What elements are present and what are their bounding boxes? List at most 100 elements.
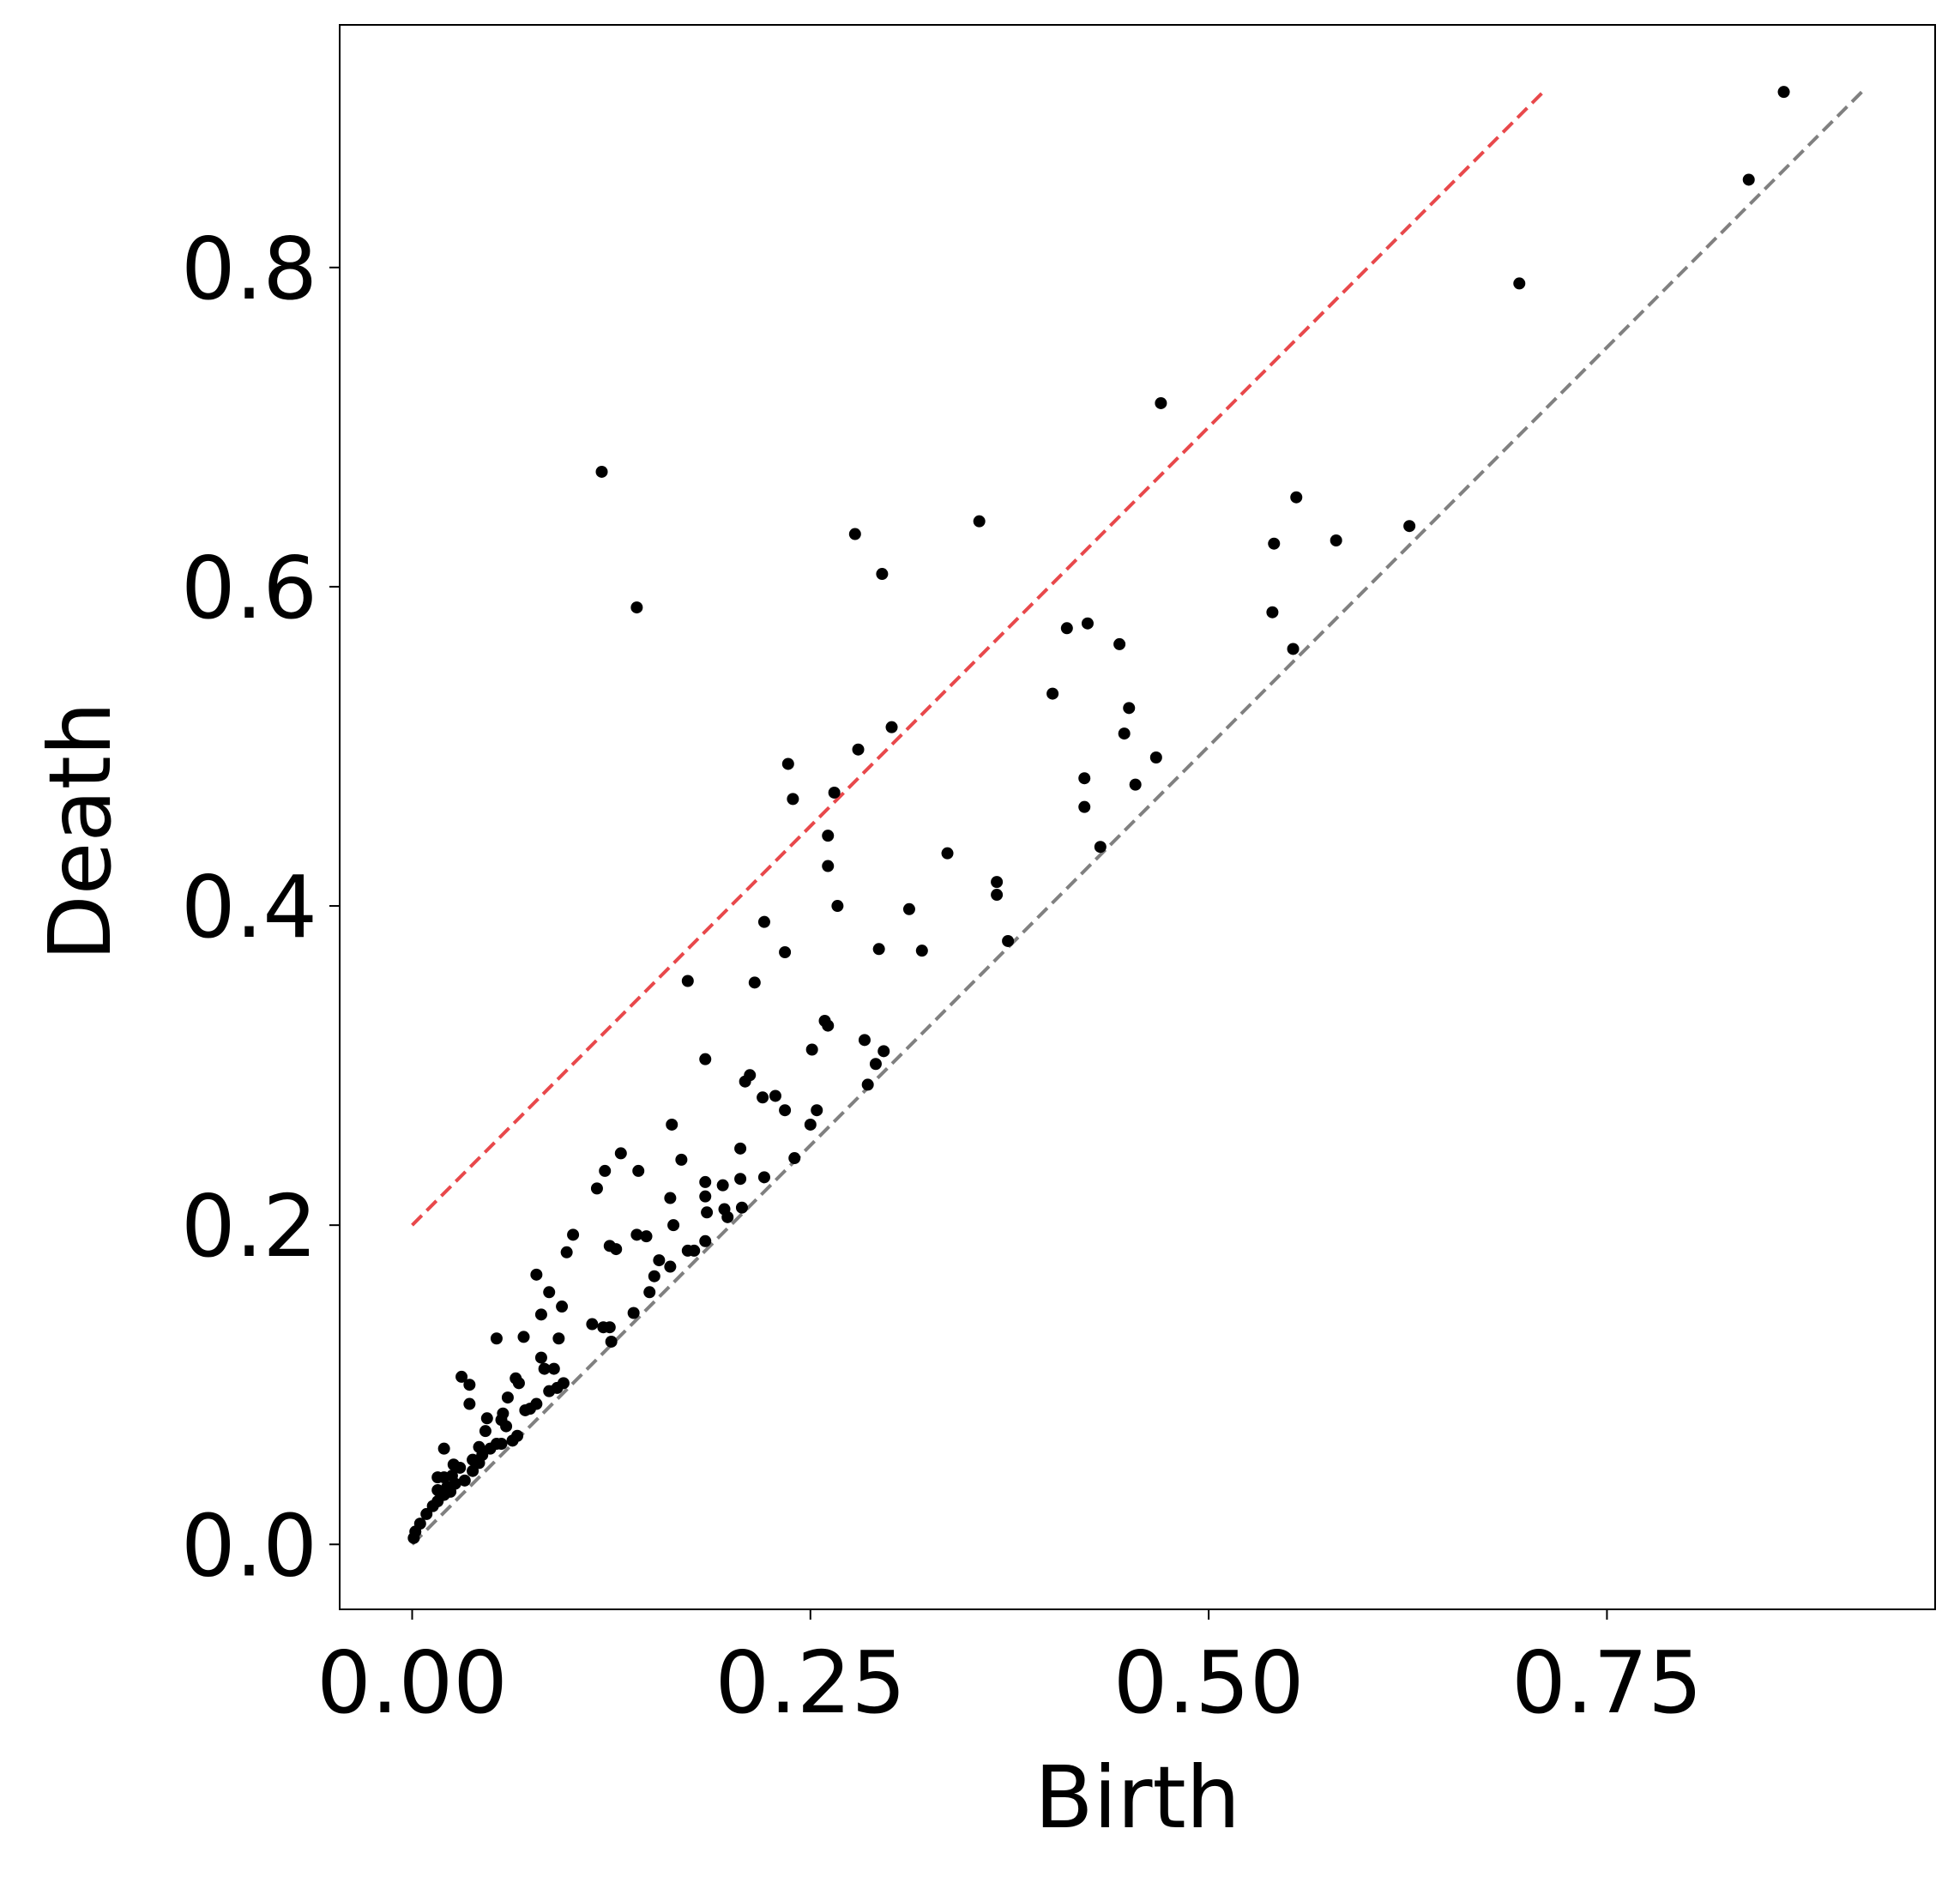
- point: [701, 1206, 714, 1219]
- point: [664, 1260, 677, 1273]
- x-tick-label: 0.00: [317, 1633, 508, 1733]
- point: [734, 1173, 747, 1186]
- y-tick-label: 0.4: [181, 857, 317, 957]
- point: [848, 528, 861, 540]
- point: [599, 1164, 612, 1177]
- point: [861, 1078, 874, 1091]
- point: [781, 757, 794, 770]
- point: [831, 900, 844, 913]
- point: [556, 1301, 569, 1313]
- point: [915, 945, 928, 957]
- point: [699, 1053, 712, 1065]
- point: [872, 943, 885, 956]
- point: [567, 1228, 580, 1241]
- point: [1078, 772, 1091, 785]
- point: [1002, 934, 1015, 947]
- point: [779, 1104, 792, 1117]
- point: [869, 1058, 882, 1071]
- y-axis-label: Death: [30, 702, 130, 961]
- point: [664, 1192, 677, 1204]
- point: [877, 1045, 890, 1058]
- point: [769, 1089, 781, 1102]
- point: [1123, 702, 1136, 715]
- point: [735, 1201, 748, 1214]
- plot-frame: [339, 24, 1936, 1610]
- point: [973, 515, 986, 528]
- point: [734, 1142, 747, 1155]
- point: [788, 1152, 801, 1165]
- point: [681, 975, 694, 987]
- point: [632, 1164, 645, 1177]
- point: [479, 1425, 492, 1438]
- point: [757, 915, 770, 928]
- point: [603, 1321, 616, 1334]
- point: [805, 1043, 818, 1056]
- point: [426, 1500, 439, 1512]
- x-tick-label: 0.25: [715, 1633, 906, 1733]
- point: [463, 1379, 476, 1391]
- y-tick-label: 0.8: [181, 219, 317, 319]
- point: [699, 1234, 712, 1247]
- point: [858, 1034, 871, 1047]
- point: [420, 1507, 433, 1520]
- point: [1266, 606, 1279, 619]
- y-tick-label: 0.2: [181, 1176, 317, 1276]
- point: [630, 601, 643, 614]
- reference-line: [411, 90, 1863, 1546]
- point: [643, 1286, 656, 1299]
- point: [512, 1377, 525, 1390]
- x-tick-label: 0.75: [1511, 1633, 1703, 1733]
- point: [991, 876, 1004, 889]
- point: [1513, 277, 1526, 290]
- point: [501, 1391, 514, 1404]
- point: [586, 1318, 599, 1331]
- point: [495, 1438, 508, 1451]
- point: [699, 1190, 712, 1203]
- point: [822, 1019, 835, 1032]
- y-tick-label: 0.6: [181, 538, 317, 638]
- point: [467, 1464, 479, 1477]
- point: [828, 786, 841, 799]
- point: [757, 1091, 769, 1104]
- point: [852, 743, 865, 756]
- point: [822, 860, 835, 872]
- point: [1149, 751, 1162, 764]
- point: [610, 1243, 623, 1256]
- point: [490, 1332, 503, 1345]
- point: [519, 1403, 532, 1416]
- y-tick-label: 0.0: [181, 1495, 317, 1596]
- point: [590, 1182, 603, 1195]
- point: [506, 1434, 519, 1447]
- point: [902, 902, 915, 915]
- point: [543, 1385, 556, 1397]
- point: [500, 1420, 513, 1433]
- point: [1046, 687, 1059, 700]
- point: [552, 1332, 565, 1345]
- point: [666, 1118, 678, 1131]
- point: [1287, 643, 1300, 655]
- point: [991, 889, 1004, 902]
- point: [822, 830, 835, 842]
- point: [1081, 617, 1094, 630]
- point: [458, 1474, 471, 1487]
- point: [787, 793, 799, 806]
- point: [605, 1335, 618, 1348]
- point: [1742, 173, 1755, 186]
- point: [1330, 534, 1342, 546]
- point: [941, 847, 954, 860]
- point: [473, 1457, 485, 1470]
- x-axis-label: Birth: [1034, 1747, 1240, 1848]
- point: [530, 1268, 543, 1281]
- point: [517, 1331, 530, 1343]
- point: [876, 568, 889, 581]
- point: [543, 1286, 556, 1299]
- point: [480, 1412, 493, 1425]
- point: [688, 1244, 701, 1257]
- point: [1777, 86, 1790, 99]
- point: [648, 1270, 660, 1282]
- point: [757, 1171, 770, 1184]
- point: [811, 1104, 823, 1117]
- point: [454, 1461, 467, 1474]
